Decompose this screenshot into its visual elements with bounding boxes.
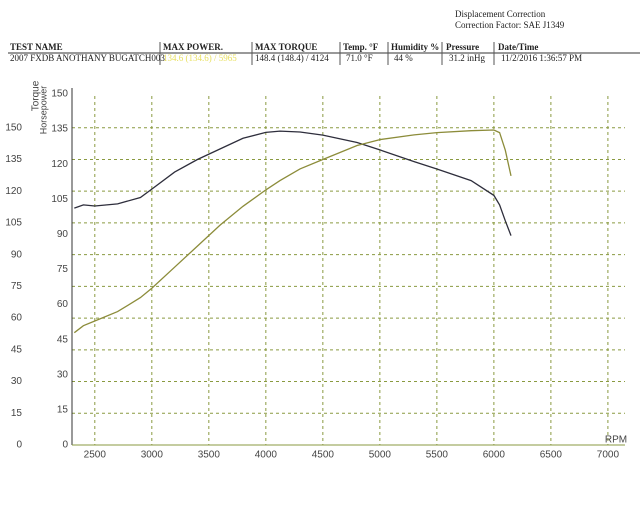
y2-tick-label: 60 (57, 299, 69, 310)
x-tick-label: 4000 (255, 450, 278, 461)
x-tick-label: 4500 (312, 450, 335, 461)
column-header: TEST NAME (10, 42, 63, 52)
y-tick-label: 60 (11, 313, 23, 324)
y2-tick-label: 0 (62, 440, 68, 451)
table-cell: 44 % (394, 53, 413, 63)
x-tick-label: 2500 (84, 450, 107, 461)
y2-tick-label: 135 (51, 124, 68, 135)
x-tick-label: 3000 (141, 450, 164, 461)
results-table: TEST NAME MAX POWER. MAX TORQUE Temp. °F Hum… (10, 42, 582, 63)
column-header: Temp. °F (343, 42, 379, 52)
y2-tick-label: 105 (51, 194, 68, 205)
y2-tick-label: 45 (57, 334, 69, 345)
table-dividers (159, 42, 495, 65)
x-tick-label: 5000 (369, 450, 392, 461)
table-cell: 71.0 °F (346, 53, 373, 63)
y-axis-label: Torque (31, 80, 42, 111)
y-tick-label: 105 (5, 218, 22, 229)
column-header: Pressure (446, 42, 479, 52)
y-tick-label: 90 (11, 249, 23, 260)
y2-axis-label: Horsepower (38, 86, 48, 135)
header-line: Displacement Correction (455, 9, 546, 19)
y-tick-label: 150 (5, 122, 22, 133)
y-tick-label: 30 (11, 376, 23, 387)
column-header: MAX POWER. (163, 42, 223, 52)
table-cell: 11/2/2016 1:36:57 PM (501, 53, 582, 63)
x-tick-label: 3500 (198, 450, 221, 461)
y-tick-label: 15 (11, 408, 23, 419)
data-line (73, 129, 512, 334)
column-header: Date/Time (498, 42, 538, 52)
y2-tick-label: 150 (51, 89, 68, 100)
x-tick-label: 5500 (426, 450, 449, 461)
table-cell: 31.2 inHg (449, 53, 486, 63)
header-line: Correction Factor: SAE J1349 (455, 20, 565, 30)
table-cell: 148.4 (148.4) / 4124 (255, 53, 329, 63)
table-cell: 134.6 (134.6) / 5965 (163, 53, 237, 63)
x-axis-label: RPM (605, 435, 627, 446)
y2-tick-label: 120 (51, 159, 68, 170)
data-line (74, 130, 512, 236)
y-tick-label: 135 (5, 154, 22, 165)
y-tick-label: 120 (5, 186, 22, 197)
x-tick-label: 6000 (483, 450, 506, 461)
y-tick-label: 45 (11, 344, 23, 355)
x-tick-label: 6500 (540, 450, 563, 461)
x-tick-label: 7000 (597, 450, 620, 461)
y2-tick-label: 75 (57, 264, 69, 275)
y2-tick-label: 90 (57, 229, 69, 240)
y2-tick-label: 30 (57, 369, 69, 380)
chart: 0 15 30 45 60 75 90 105 120 135 150 0 15 30 45 60 75 90 10… (5, 80, 627, 460)
column-header: Humidity % (391, 42, 439, 52)
y-tick-label: 0 (16, 440, 22, 451)
y2-tick-label: 15 (57, 405, 69, 416)
y-tick-label: 75 (11, 281, 23, 292)
table-cell: 2007 FXDB ANOTHANY BUGATCH003 (10, 53, 165, 63)
column-header: MAX TORQUE (255, 42, 317, 52)
